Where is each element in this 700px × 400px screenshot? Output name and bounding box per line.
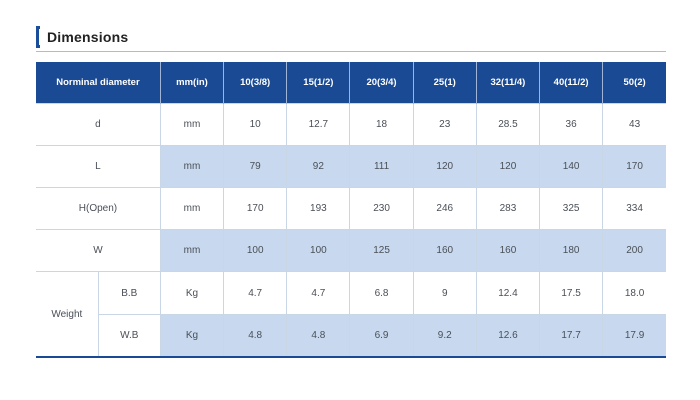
table-cell: 100 [286,229,350,272]
row-unit: mm [159,103,224,146]
table-cell: 120 [475,145,540,188]
section-header: Dimensions [36,26,666,52]
table-cell: 111 [349,145,414,188]
row-unit: Kg [159,271,224,315]
table-cell: 12.6 [475,314,540,358]
header-size: 32(11/4) [475,62,540,104]
table-cell: 4.8 [223,314,287,358]
table-cell: 28.5 [475,103,540,146]
table-cell: 200 [602,229,666,272]
table-row: W mm 100 100 125 160 160 180 200 [36,229,666,272]
table-cell: 17.7 [539,314,603,358]
header-size: 50(2) [602,62,666,104]
table-cell: 160 [412,229,477,272]
table-cell: 10 [223,103,287,146]
table-cell: 6.9 [349,314,414,358]
row-unit: mm [159,229,224,272]
row-unit: mm [159,145,224,188]
row-unit: Kg [159,314,224,358]
table-cell: 4.7 [286,271,350,315]
table-header-row: Norminal diameter mm(in) 10(3/8) 15(1/2)… [36,62,666,104]
table-row: Weight B.B Kg 4.7 4.7 6.8 9 12.4 17.5 18… [36,271,666,358]
table-cell: 18.0 [602,271,666,315]
table-cell: 9.2 [412,314,477,358]
table-cell: 180 [539,229,603,272]
table-cell: 4.7 [223,271,287,315]
row-label: d [36,103,161,146]
table-cell: 18 [349,103,414,146]
header-unit: mm(in) [159,62,224,104]
table-cell: 43 [602,103,666,146]
header-size: 40(11/2) [539,62,603,104]
table-cell: 9 [412,271,477,315]
table-cell: 17.9 [602,314,666,358]
weight-label: Weight [36,271,99,358]
table-cell: 170 [223,187,287,230]
header-size: 25(1) [412,62,477,104]
header-size: 15(1/2) [286,62,350,104]
table-cell: 4.8 [286,314,350,358]
table-cell: 283 [475,187,540,230]
table-row: L mm 79 92 111 120 120 140 170 [36,145,666,188]
row-unit: mm [159,187,224,230]
table-cell: 230 [349,187,414,230]
table-cell: 170 [602,145,666,188]
section-title: Dimensions [47,29,129,45]
title-divider [36,51,666,52]
header-size: 10(3/8) [223,62,287,104]
table-cell: 193 [286,187,350,230]
table-cell: 36 [539,103,603,146]
table-cell: 6.8 [349,271,414,315]
table-cell: 17.5 [539,271,603,315]
table-cell: 120 [412,145,477,188]
table-cell: 12.4 [475,271,540,315]
header-name: Norminal diameter [36,62,161,104]
row-sublabel: B.B [97,271,161,315]
table-cell: 125 [349,229,414,272]
title-bracket-icon [36,26,40,48]
row-label: W [36,229,161,272]
table-cell: 334 [602,187,666,230]
table-cell: 140 [539,145,603,188]
table-cell: 79 [223,145,287,188]
table-cell: 92 [286,145,350,188]
table-cell: 100 [223,229,287,272]
table-cell: 23 [412,103,477,146]
table-row: H(Open) mm 170 193 230 246 283 325 334 [36,187,666,230]
row-sublabel: W.B [97,314,161,358]
row-label: H(Open) [36,187,161,230]
table-row: W.B Kg 4.8 4.8 6.9 9.2 12.6 17.7 17.9 [36,314,666,358]
table-row: d mm 10 12.7 18 23 28.5 36 43 [36,103,666,146]
row-label: L [36,145,161,188]
header-size: 20(3/4) [349,62,414,104]
table-cell: 12.7 [286,103,350,146]
table-cell: 246 [412,187,477,230]
table-cell: 325 [539,187,603,230]
dimensions-table: Norminal diameter mm(in) 10(3/8) 15(1/2)… [36,62,666,358]
table-cell: 160 [475,229,540,272]
